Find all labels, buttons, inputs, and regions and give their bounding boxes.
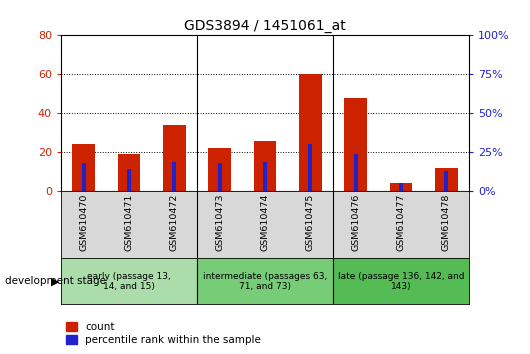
Bar [218,163,222,191]
Bar [254,141,276,191]
Text: GSM610473: GSM610473 [215,193,224,251]
Text: GSM610470: GSM610470 [79,193,88,251]
Legend: count, percentile rank within the sample: count, percentile rank within the sample [66,322,261,345]
Text: development stage: development stage [5,276,107,286]
Bar [118,154,140,191]
Bar [172,161,176,191]
Bar [263,161,267,191]
Title: GDS3894 / 1451061_at: GDS3894 / 1451061_at [184,19,346,33]
Text: GSM610478: GSM610478 [442,193,451,251]
Bar [308,144,312,191]
Text: GSM610472: GSM610472 [170,193,179,251]
Text: GSM610471: GSM610471 [125,193,134,251]
Text: early (passage 13,
14, and 15): early (passage 13, 14, and 15) [87,272,171,291]
Text: late (passage 136, 142, and
143): late (passage 136, 142, and 143) [338,272,464,291]
Bar [354,154,358,191]
Bar [208,148,231,191]
Bar [299,74,322,191]
Text: GSM610475: GSM610475 [306,193,315,251]
Text: GSM610476: GSM610476 [351,193,360,251]
Bar [390,183,412,191]
Text: intermediate (passages 63,
71, and 73): intermediate (passages 63, 71, and 73) [203,272,327,291]
Bar [61,258,197,304]
Bar [163,125,186,191]
Text: ▶: ▶ [51,276,60,286]
Text: GSM610474: GSM610474 [261,193,269,251]
Bar [197,258,333,304]
Bar [127,169,131,191]
Bar [344,98,367,191]
Bar [333,258,469,304]
Bar [72,144,95,191]
Text: GSM610477: GSM610477 [396,193,405,251]
Bar [444,171,448,191]
Bar [82,163,86,191]
Bar [435,168,458,191]
Bar [399,183,403,191]
